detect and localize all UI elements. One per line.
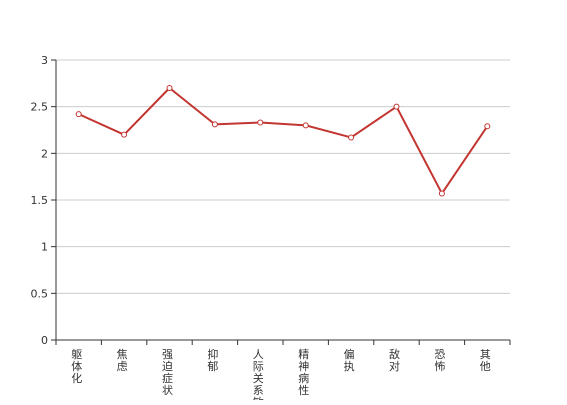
data-point[interactable] [166,85,173,91]
x-category-label: 人际关系敏感 [253,348,264,400]
data-point[interactable] [484,123,491,130]
x-category-label: 偏执 [344,347,355,373]
data-point[interactable] [393,103,400,110]
x-category-label: 精神病性 [298,348,309,397]
y-tick-label: 2 [41,147,48,160]
series-line [78,87,489,195]
axes [51,59,511,345]
y-tick-label: 3 [41,54,48,67]
data-point[interactable] [348,134,355,141]
data-point[interactable] [211,121,218,128]
y-tick-labels: 0 0.5 1 1.5 2 2.5 3 [31,54,49,347]
data-point[interactable] [302,122,309,129]
y-tick-label: 0.5 [31,287,49,300]
series-points [75,85,491,197]
x-category-label: 焦虑 [117,348,128,373]
y-tick-label: 1 [41,241,48,254]
x-category-label: 敌对 [389,347,400,373]
x-category-label: 强迫症状 [162,348,173,397]
x-category-labels: 躯体化 焦虑 强迫症状 抑郁 人际关系敏感 精神病性 偏执 敌对 恐怖 其他 [71,347,491,405]
y-tick-label: 2.5 [31,101,49,114]
grid-lines [56,59,510,294]
data-point[interactable] [75,111,82,118]
x-category-label: 恐怖 [434,348,445,373]
x-category-label: 其他 [480,348,491,373]
data-point[interactable] [438,190,445,197]
data-point[interactable] [121,131,128,138]
y-tick-label: 0 [41,334,48,347]
x-category-label: 躯体化 [71,348,82,385]
y-tick-label: 1.5 [31,194,49,207]
series-line-layer [78,87,489,195]
data-point[interactable] [257,119,264,126]
x-category-label: 抑郁 [207,347,218,373]
